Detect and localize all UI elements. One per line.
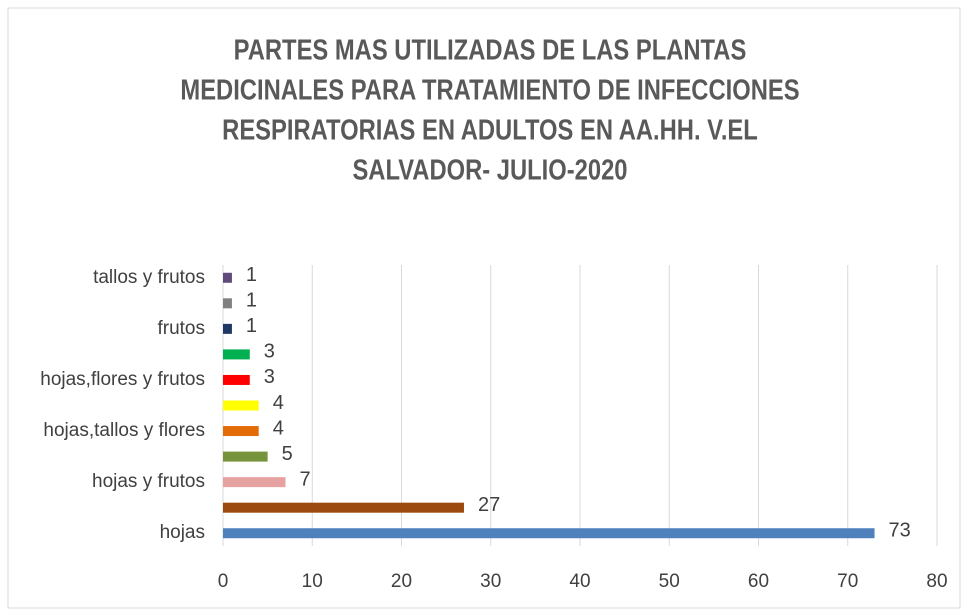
bar: [223, 349, 250, 360]
chart-title: RESPIRATORIAS EN ADULTOS EN AA.HH. V.EL: [222, 113, 758, 146]
y-tick-label: hojas,flores y frutos: [40, 369, 205, 390]
y-tick-label: hojas: [160, 522, 205, 543]
y-tick-label: hojas,tallos y flores: [43, 420, 205, 441]
bar: [223, 451, 268, 462]
x-tick-label: 60: [748, 571, 769, 592]
x-tick-label: 80: [926, 571, 947, 592]
data-label: 3: [264, 366, 275, 388]
data-label: 1: [246, 315, 257, 337]
data-label: 5: [282, 443, 293, 465]
chart-title: PARTES MAS UTILIZADAS DE LAS PLANTAS: [234, 33, 747, 66]
chart-title: SALVADOR- JULIO-2020: [352, 153, 627, 186]
data-label: 1: [246, 264, 257, 286]
chart-title: MEDICINALES PARA TRATAMIENTO DE INFECCIO…: [180, 73, 799, 106]
chart-frame: [7, 7, 961, 609]
x-tick-label: 40: [569, 571, 590, 592]
x-tick-label: 20: [391, 571, 412, 592]
x-tick-label: 10: [302, 571, 323, 592]
data-label: 73: [889, 520, 911, 542]
data-label: 4: [273, 392, 284, 414]
bar: [223, 477, 286, 488]
x-tick-label: 30: [480, 571, 501, 592]
bar: [223, 528, 875, 539]
y-tick-label: hojas y frutos: [92, 471, 205, 492]
bar: [223, 374, 250, 385]
y-tick-label: frutos: [157, 318, 205, 339]
bar: [223, 323, 232, 334]
bar: [223, 298, 232, 309]
x-tick-label: 70: [837, 571, 858, 592]
data-label: 7: [299, 468, 310, 490]
bar: [223, 272, 232, 283]
bar: [223, 502, 464, 513]
data-label: 1: [246, 290, 257, 312]
data-label: 27: [478, 494, 500, 516]
bar: [223, 400, 259, 411]
data-label: 3: [264, 341, 275, 363]
bar: [223, 426, 259, 437]
x-tick-label: 0: [218, 571, 229, 592]
data-label: 4: [273, 417, 284, 439]
y-tick-label: tallos y frutos: [93, 267, 205, 288]
x-tick-label: 50: [659, 571, 680, 592]
